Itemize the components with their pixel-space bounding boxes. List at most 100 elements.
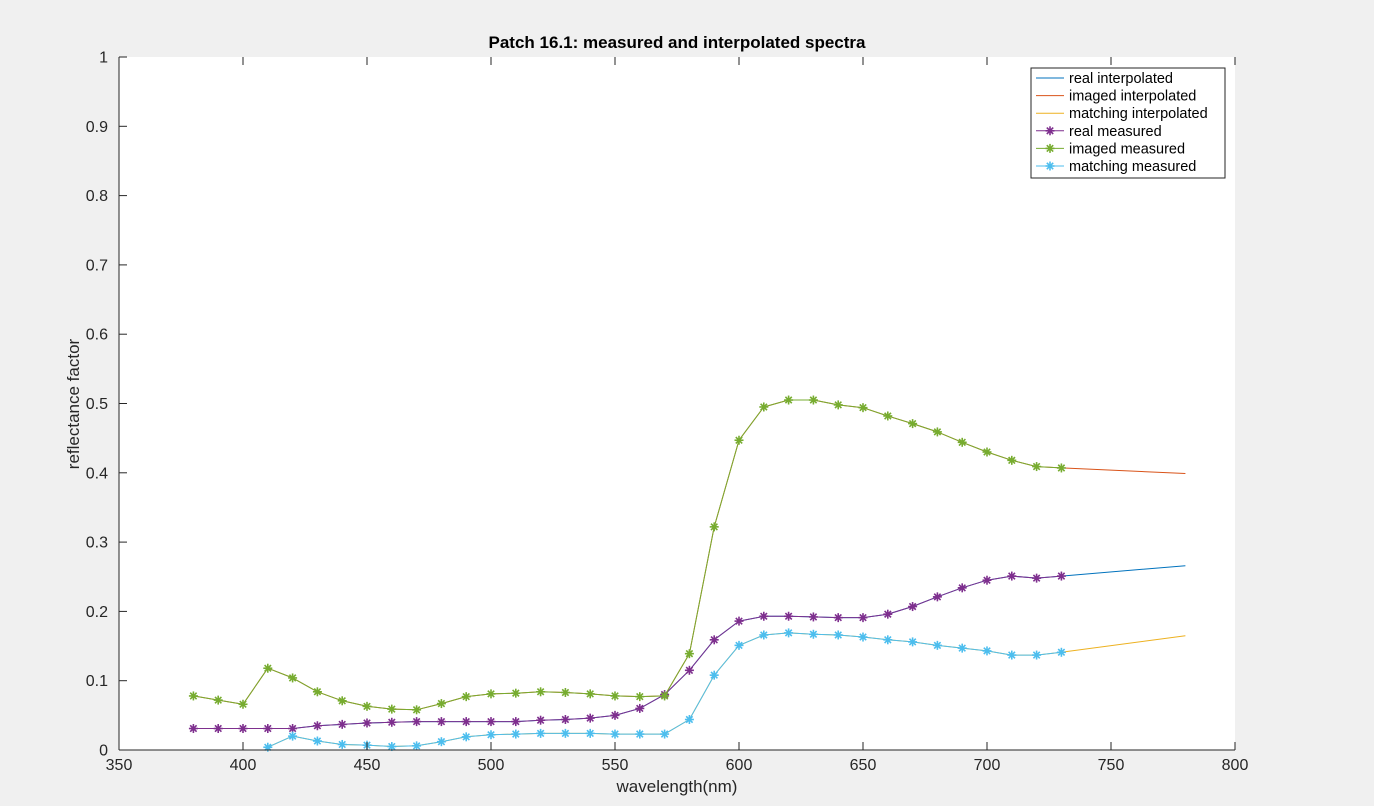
legend-label: imaged measured [1069, 141, 1185, 157]
x-tick-label: 650 [850, 757, 877, 774]
legend-entry-imaged-measured: imaged measured [1036, 141, 1185, 157]
legend-entry-real-measured: real measured [1036, 124, 1162, 140]
data-point [858, 632, 868, 642]
data-point [1007, 571, 1017, 581]
data-point [288, 673, 298, 683]
series-matching-measured [263, 628, 1066, 752]
data-point [312, 687, 322, 697]
data-point [610, 710, 620, 720]
data-point [1007, 455, 1017, 465]
data-point [337, 739, 347, 749]
data-point [610, 729, 620, 739]
data-point [684, 715, 694, 725]
data-point [833, 400, 843, 410]
data-point [883, 609, 893, 619]
data-point [1056, 463, 1066, 473]
y-tick-label: 1 [99, 50, 108, 67]
legend-label: imaged interpolated [1069, 89, 1196, 105]
y-tick-label: 0.4 [86, 465, 108, 482]
data-point [461, 692, 471, 702]
data-point [635, 692, 645, 702]
data-point [362, 718, 372, 728]
chart-title: Patch 16.1: measured and interpolated sp… [489, 33, 867, 52]
data-point [585, 689, 595, 699]
x-tick-label: 350 [106, 757, 133, 774]
data-point [784, 395, 794, 405]
data-point [213, 695, 223, 705]
data-point [734, 616, 744, 626]
data-point [709, 670, 719, 680]
data-point [908, 637, 918, 647]
x-tick-label: 700 [974, 757, 1001, 774]
data-point [486, 689, 496, 699]
data-point [1007, 650, 1017, 660]
x-axis-label: wavelength(nm) [616, 777, 738, 796]
y-axis-ticks: 0 0.1 0.2 0.3 0.4 0.5 0.6 0.7 0.8 0.9 1 [86, 50, 127, 760]
data-point [734, 435, 744, 445]
data-point [238, 699, 248, 709]
data-point [784, 628, 794, 638]
legend-marker [1045, 143, 1055, 153]
legend-marker [1045, 126, 1055, 136]
data-point [238, 724, 248, 734]
x-tick-label: 500 [478, 757, 505, 774]
y-tick-label: 0.8 [86, 188, 108, 205]
x-tick-label: 600 [726, 757, 753, 774]
series-line-imaged-measured [193, 399, 1062, 711]
data-point [412, 705, 422, 715]
data-point [1032, 573, 1042, 583]
y-tick-label: 0.3 [86, 535, 108, 552]
data-point [982, 447, 992, 457]
data-point [908, 419, 918, 429]
data-point [436, 737, 446, 747]
data-point [1056, 571, 1066, 581]
data-point [709, 635, 719, 645]
legend-entry-matching-measured: matching measured [1036, 159, 1196, 175]
data-point [536, 687, 546, 697]
data-point [412, 741, 422, 751]
legend-marker [1045, 161, 1055, 171]
data-point [610, 691, 620, 701]
legend-label: matching interpolated [1069, 106, 1208, 122]
data-point [511, 717, 521, 727]
data-point [784, 611, 794, 621]
data-point [932, 427, 942, 437]
legend-label: matching measured [1069, 159, 1196, 175]
legend-entry-imaged-interpolated: imaged interpolated [1036, 89, 1196, 105]
data-point [957, 437, 967, 447]
y-tick-label: 0.9 [86, 119, 108, 136]
data-point [635, 703, 645, 713]
data-point [635, 729, 645, 739]
data-point [833, 613, 843, 623]
data-point [982, 646, 992, 656]
data-point [908, 602, 918, 612]
data-point [486, 730, 496, 740]
data-point [263, 724, 273, 734]
data-point [312, 736, 322, 746]
data-point [536, 728, 546, 738]
y-tick-label: 0.5 [86, 396, 108, 413]
data-point [486, 717, 496, 727]
data-point [511, 688, 521, 698]
data-point [1056, 647, 1066, 657]
data-point [957, 643, 967, 653]
x-tick-label: 800 [1222, 757, 1249, 774]
legend-entry-matching-interpolated: matching interpolated [1036, 106, 1208, 122]
data-point [932, 640, 942, 650]
data-point [288, 731, 298, 741]
data-point [337, 719, 347, 729]
y-tick-label: 0 [99, 743, 108, 760]
data-point [833, 630, 843, 640]
data-point [734, 640, 744, 650]
data-point [436, 717, 446, 727]
data-point [263, 663, 273, 673]
data-point [362, 701, 372, 711]
y-tick-label: 0.7 [86, 257, 108, 274]
legend-label: real interpolated [1069, 71, 1173, 87]
x-tick-label: 750 [1098, 757, 1125, 774]
data-point [759, 611, 769, 621]
data-point [213, 724, 223, 734]
y-tick-label: 0.1 [86, 673, 108, 690]
